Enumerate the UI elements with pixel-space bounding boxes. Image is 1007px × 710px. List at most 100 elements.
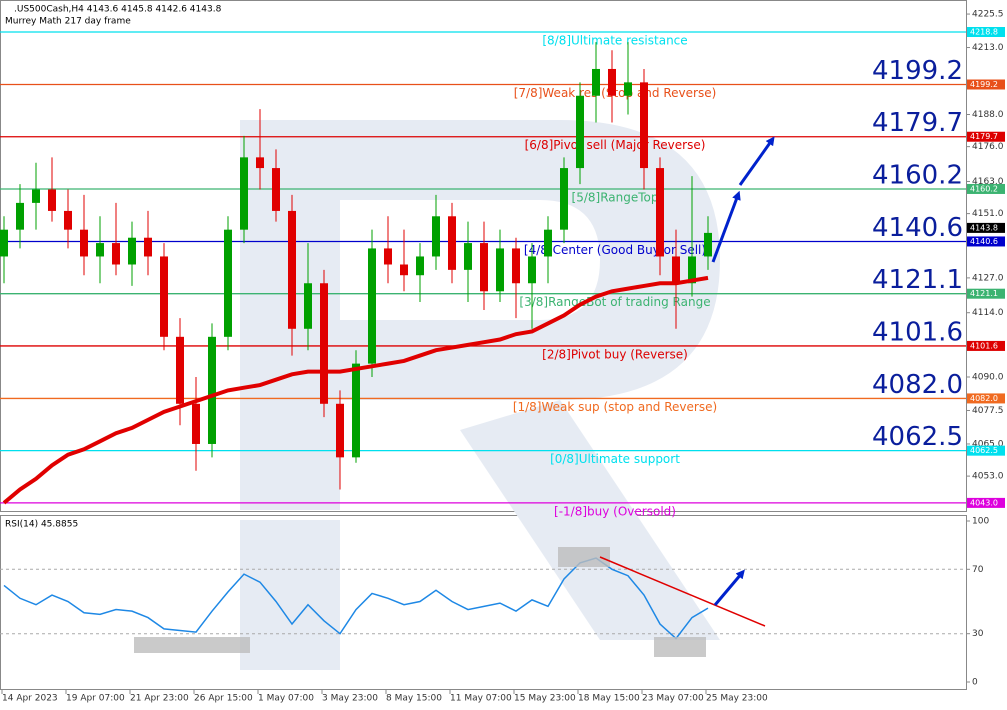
candle-body bbox=[512, 248, 520, 284]
candle-body bbox=[672, 256, 680, 284]
level-tag bbox=[967, 445, 1005, 456]
candle-body bbox=[608, 68, 616, 96]
candle-body bbox=[416, 256, 424, 276]
candle-body bbox=[544, 229, 552, 257]
y-tick-label: 4077.5 bbox=[972, 406, 1004, 416]
level-big-label: 4140.6 bbox=[872, 213, 963, 243]
candle-body bbox=[272, 168, 280, 211]
level-tag-label: 4121.1 bbox=[970, 289, 998, 298]
y-tick-label: 4176.0 bbox=[972, 142, 1004, 152]
trend-line bbox=[599, 556, 766, 627]
level-label: [3/8]RangeBot of trading Range bbox=[519, 295, 710, 309]
y-tick-label: 4213.0 bbox=[972, 43, 1004, 53]
last-price-label: 4143.8 bbox=[970, 223, 998, 232]
rsi-title: RSI(14) 45.8855 bbox=[5, 520, 78, 530]
candle-body bbox=[32, 189, 40, 203]
candle-body bbox=[208, 336, 216, 444]
level-big-label: 4160.2 bbox=[872, 160, 963, 190]
candle-body bbox=[80, 229, 88, 257]
y-tick-label: 70 bbox=[972, 565, 984, 575]
candle-body bbox=[592, 68, 600, 96]
annotations bbox=[134, 136, 775, 657]
level-tag bbox=[967, 27, 1005, 37]
level-tag bbox=[967, 340, 1005, 351]
level-tag-label: 4160.2 bbox=[970, 184, 998, 193]
level-big-label: 4101.6 bbox=[872, 317, 963, 347]
level-label: [0/8]Ultimate support bbox=[550, 452, 680, 466]
candle-body bbox=[336, 403, 344, 458]
x-tick-label: 3 May 23:00 bbox=[322, 694, 378, 704]
level-tag bbox=[967, 131, 1005, 142]
level-label: [1/8]Weak sup (stop and Reverse) bbox=[513, 400, 717, 414]
x-tick-label: 14 Apr 2023 bbox=[2, 694, 58, 704]
candle-body bbox=[384, 248, 392, 265]
level-big-label: 4062.5 bbox=[872, 422, 963, 452]
candle-body bbox=[560, 168, 568, 230]
level-label: [6/8]Pivot sell (Major Reverse) bbox=[525, 138, 706, 152]
chart-title: .US500Cash,H4 4143.6 4145.8 4142.6 4143.… bbox=[14, 5, 222, 15]
x-tick-label: 1 May 07:00 bbox=[258, 694, 314, 704]
x-tick-label: 23 May 07:00 bbox=[642, 694, 704, 704]
candle-body bbox=[256, 157, 264, 169]
candle-body bbox=[96, 243, 104, 257]
candle-body bbox=[160, 256, 168, 337]
level-label: [-1/8]buy (Oversold) bbox=[554, 504, 676, 518]
level-tag-label: 4179.7 bbox=[970, 132, 998, 141]
candle-body bbox=[288, 210, 296, 329]
forecast-arrow bbox=[713, 569, 745, 606]
candle-body bbox=[576, 95, 584, 169]
x-tick-label: 26 Apr 15:00 bbox=[194, 694, 253, 704]
x-tick-label: 18 May 15:00 bbox=[578, 694, 640, 704]
level-tag bbox=[967, 183, 1005, 194]
y-tick-label: 4225.5 bbox=[972, 10, 1004, 20]
level-tag bbox=[967, 497, 1005, 508]
candle-body bbox=[368, 248, 376, 364]
candle-body bbox=[320, 283, 328, 404]
candle-body bbox=[64, 210, 72, 230]
y-tick-label: 4090.0 bbox=[972, 373, 1004, 383]
last-price-tag bbox=[967, 222, 1005, 233]
y-tick-label: 4188.0 bbox=[972, 110, 1004, 120]
candle-body bbox=[432, 216, 440, 257]
candle-body bbox=[240, 157, 248, 230]
candle-body bbox=[176, 336, 184, 404]
level-tag bbox=[967, 393, 1005, 404]
candle-body bbox=[304, 283, 312, 329]
candle-body bbox=[192, 403, 200, 444]
candle-body bbox=[480, 243, 488, 292]
candle-body bbox=[496, 248, 504, 292]
candle-body bbox=[16, 202, 24, 230]
candle-body bbox=[528, 256, 536, 284]
candle-body bbox=[48, 189, 56, 211]
moving-average bbox=[2, 275, 709, 505]
chart-subtitle: Murrey Math 217 day frame bbox=[5, 17, 131, 27]
candle-body bbox=[640, 82, 648, 169]
level-tag-label: 4082.0 bbox=[970, 394, 998, 403]
candle-body bbox=[704, 232, 712, 257]
candle-body bbox=[112, 243, 120, 265]
level-label: [5/8]RangeTop bbox=[572, 190, 659, 204]
x-tick-label: 15 May 23:00 bbox=[514, 694, 576, 704]
y-tick-label: 4127.0 bbox=[972, 273, 1004, 283]
candle-body bbox=[400, 264, 408, 276]
candle-body bbox=[448, 216, 456, 270]
y-tick-label: 4151.0 bbox=[972, 209, 1004, 219]
y-tick-label: 0 bbox=[972, 678, 978, 688]
level-big-label: 4199.2 bbox=[872, 56, 963, 86]
candle-body bbox=[656, 168, 664, 257]
candle-body bbox=[0, 229, 8, 257]
y-tick-label: 30 bbox=[972, 629, 984, 639]
level-tag-label: 4062.5 bbox=[970, 446, 998, 455]
candle-body bbox=[624, 82, 632, 96]
x-tick-label: 19 Apr 07:00 bbox=[66, 694, 125, 704]
level-tag bbox=[967, 236, 1005, 247]
candle-body bbox=[464, 243, 472, 270]
candle-body bbox=[688, 256, 696, 284]
level-tag-label: 4218.8 bbox=[970, 28, 998, 37]
candle-body bbox=[128, 237, 136, 265]
level-big-label: 4179.7 bbox=[872, 108, 963, 138]
x-tick-label: 8 May 15:00 bbox=[386, 694, 442, 704]
y-tick-label: 4163.0 bbox=[972, 177, 1004, 187]
level-label: [8/8]Ultimate resistance bbox=[542, 34, 687, 48]
